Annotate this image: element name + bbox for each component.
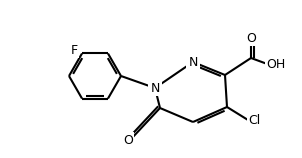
Text: N: N [188,55,198,69]
Text: F: F [70,44,78,57]
Text: O: O [123,134,133,146]
Text: Cl: Cl [248,113,260,127]
Text: O: O [246,31,256,45]
Text: N: N [150,82,160,94]
Text: OH: OH [266,58,286,72]
